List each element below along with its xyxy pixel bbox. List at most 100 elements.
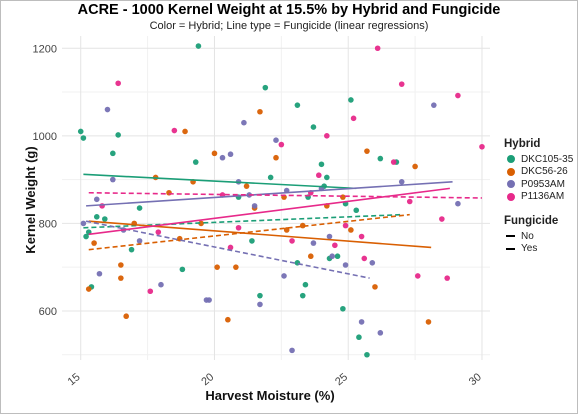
data-point-p1136am (414, 273, 421, 279)
data-point-dkc105-35 (80, 135, 87, 141)
y-tick-label: 800 (39, 218, 57, 230)
data-point-dkc56-26 (412, 163, 418, 170)
legend-item-hybrid: DKC105-35 (504, 153, 573, 166)
regression-line-p0953am-fungicide-yes (85, 220, 370, 279)
data-point-dkc105-35 (267, 174, 274, 181)
x-tick-label: 20 (199, 371, 216, 388)
data-point-dkc105-35 (294, 102, 301, 108)
data-point-dkc56-26 (340, 194, 346, 200)
legend-label: DKC105-35 (521, 153, 574, 165)
data-point-p1136am (361, 255, 368, 262)
data-point-p1136am (278, 141, 285, 148)
legend-item-hybrid: DKC56-26 (504, 166, 573, 179)
legend-line-sample (506, 247, 515, 250)
legend-label: P0953AM (521, 178, 565, 190)
legend-line-sample (506, 235, 515, 238)
data-point-dkc105-35 (77, 128, 84, 135)
data-point-p0953am (80, 220, 87, 227)
data-point-dkc56-26 (211, 150, 218, 157)
legend-label: No (521, 230, 534, 242)
y-tick-label: 600 (39, 306, 57, 318)
data-point-dkc56-26 (123, 313, 129, 320)
hybrid-legend-title: Hybrid (504, 138, 541, 150)
data-point-dkc105-35 (334, 253, 341, 260)
y-tick-label: 1200 (33, 43, 57, 55)
data-point-dkc56-26 (214, 264, 220, 270)
data-point-p1136am (444, 275, 451, 281)
data-point-p0953am (251, 203, 258, 209)
data-point-dkc105-35 (348, 97, 354, 103)
data-point-dkc105-35 (377, 155, 384, 162)
data-point-p0953am (455, 200, 461, 207)
legend-swatch (507, 180, 515, 189)
regression-line-dkc105-35-fungicide-no (83, 173, 357, 190)
data-point-dkc56-26 (225, 316, 231, 323)
x-tick-label: 15 (66, 371, 83, 388)
data-point-p1136am (147, 288, 154, 295)
data-point-p0953am (342, 262, 349, 268)
regression-line-p1136am-fungicide-yes (88, 191, 482, 199)
data-point-p0953am (273, 137, 279, 144)
data-point-p1136am (289, 238, 295, 244)
data-point-dkc105-35 (324, 174, 330, 181)
legend-label: Yes (521, 243, 538, 255)
data-point-p0953am (93, 196, 100, 203)
data-point-p1136am (406, 198, 413, 205)
data-point-dkc105-35 (353, 207, 360, 214)
y-tick-label: 1000 (33, 131, 57, 143)
data-point-dkc56-26 (85, 286, 92, 292)
data-point-dkc56-26 (257, 108, 263, 115)
data-point-p1136am (332, 242, 338, 249)
data-point-dkc56-26 (118, 275, 124, 281)
data-points (77, 43, 485, 358)
data-point-dkc56-26 (299, 222, 306, 229)
data-point-p1136am (439, 216, 445, 222)
legend-item-hybrid: P1136AM (504, 191, 573, 204)
data-point-dkc105-35 (179, 266, 186, 273)
data-point-dkc105-35 (102, 216, 108, 222)
hybrid-legend-items: DKC105-35 DKC56-26 P0953AM P1136AM (504, 153, 573, 203)
data-point-p1136am (316, 172, 322, 179)
data-point-dkc56-26 (425, 319, 432, 325)
regression-lines (83, 173, 482, 279)
data-point-dkc105-35 (93, 214, 100, 220)
data-point-dkc56-26 (243, 183, 250, 189)
data-point-p1136am (227, 244, 234, 251)
data-point-dkc105-35 (262, 84, 269, 91)
data-point-p0953am (241, 119, 247, 126)
y-tick-labels: 600 800 1000 1200 (33, 43, 57, 318)
data-point-dkc105-35 (128, 246, 135, 253)
data-point-p0953am (158, 281, 164, 288)
data-point-p0953am (96, 270, 103, 277)
data-point-dkc56-26 (166, 189, 172, 196)
data-point-p1136am (342, 222, 349, 229)
legend: Hybrid DKC105-35 DKC56-26 P0953AM P1136AM F… (504, 138, 573, 255)
data-point-dkc56-26 (364, 148, 370, 154)
legend-swatch (507, 192, 515, 201)
data-point-p0953am (219, 154, 226, 161)
grid (62, 36, 490, 360)
data-point-p1136am (390, 159, 397, 165)
data-point-dkc105-35 (364, 351, 370, 358)
regression-line-dkc56-26-fungicide-no (88, 220, 432, 249)
chart-title: ACRE - 1000 Kernel Weight at 15.5% by Hy… (77, 2, 501, 18)
legend-swatch (507, 167, 515, 176)
data-point-p0953am (326, 233, 333, 240)
data-point-dkc105-35 (299, 292, 306, 299)
fungicide-legend-title: Fungicide (504, 215, 559, 227)
data-point-dkc105-35 (110, 150, 116, 157)
legend-item-fungicide: No (504, 230, 573, 243)
x-tick-label: 25 (333, 371, 350, 388)
data-point-dkc105-35 (257, 292, 263, 299)
data-point-dkc56-26 (273, 154, 279, 161)
data-point-dkc105-35 (356, 334, 362, 341)
regression-line-p0953am-fungicide-no (86, 181, 453, 207)
data-point-p0953am (358, 319, 365, 325)
x-axis-label: Harvest Moisture (%) (205, 388, 334, 403)
data-point-p0953am (329, 253, 335, 260)
data-point-dkc56-26 (307, 253, 314, 260)
data-point-dkc105-35 (310, 124, 317, 130)
data-point-dkc105-35 (340, 305, 346, 312)
data-point-dkc105-35 (318, 161, 325, 168)
data-point-p1136am (398, 81, 405, 87)
